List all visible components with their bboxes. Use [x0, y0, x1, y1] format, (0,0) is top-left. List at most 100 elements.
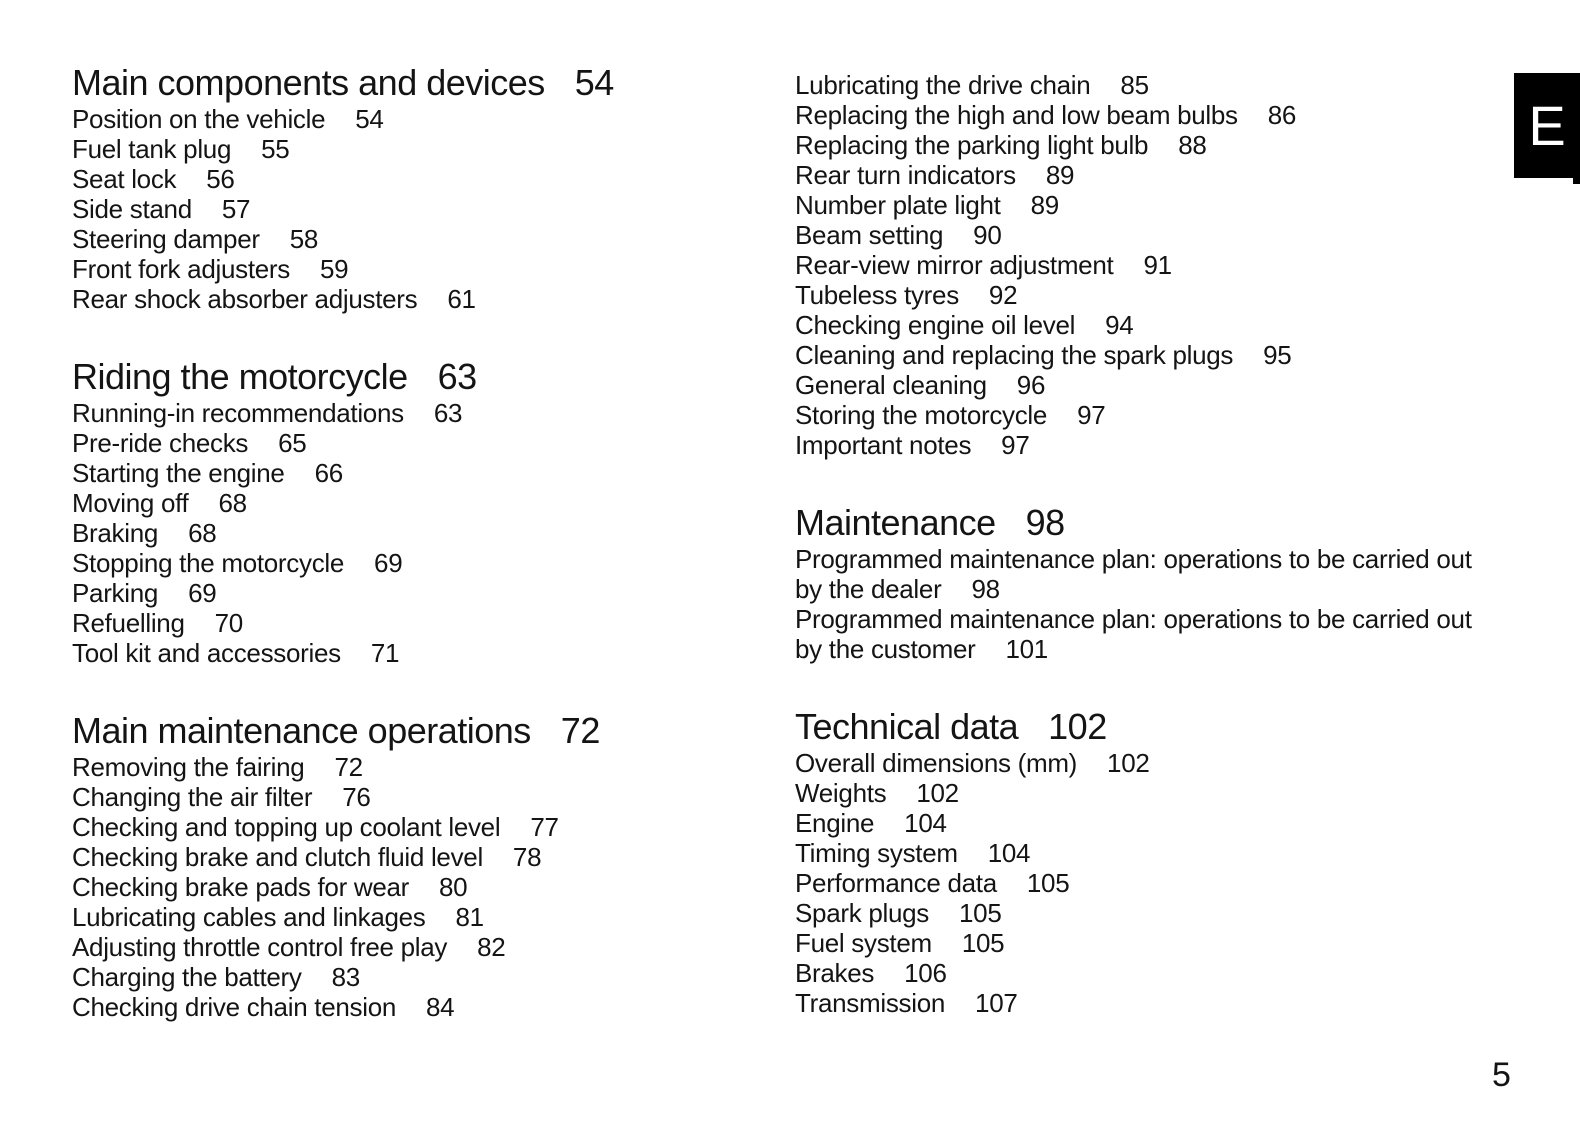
section-heading-label: Maintenance — [795, 502, 996, 543]
toc-entry: Overall dimensions (mm) 102 — [795, 748, 1515, 778]
toc-entry-page-number: 102 — [916, 778, 959, 808]
toc-entry-label: Checking drive chain tension — [72, 992, 397, 1022]
toc-entry: Storing the motorcycle 97 — [795, 400, 1515, 430]
toc-entry-label: Important notes — [795, 430, 972, 460]
toc-entry-label: Refuelling — [72, 608, 185, 638]
toc-entry-label: Side stand — [72, 194, 192, 224]
toc-entry: Fuel system 105 — [795, 928, 1515, 958]
toc-entry-label: Rear turn indicators — [795, 160, 1016, 190]
section-heading: Main components and devices 54 — [72, 62, 732, 104]
toc-entry-page-number: 77 — [530, 812, 559, 842]
toc-entry-label: by the dealer — [795, 574, 942, 604]
toc-entry-page-number: 56 — [206, 164, 235, 194]
toc-entry-label: Cleaning and replacing the spark plugs — [795, 340, 1234, 370]
toc-entry-page-number: 88 — [1178, 130, 1207, 160]
section-heading-page-number: 63 — [437, 356, 478, 397]
toc-entry: Side stand 57 — [72, 194, 732, 224]
toc-entry-page-number: 91 — [1143, 250, 1172, 280]
toc-entry: Replacing the high and low beam bulbs 86 — [795, 100, 1515, 130]
toc-entry: Tubeless tyres 92 — [795, 280, 1515, 310]
toc-entry-page-number: 101 — [1005, 634, 1048, 664]
toc-entry-label: Performance data — [795, 868, 997, 898]
toc-entry-page-number: 105 — [961, 928, 1005, 958]
toc-entry-page-number: 104 — [987, 838, 1031, 868]
toc-entry-page-number: 65 — [278, 428, 307, 458]
toc-entry-label: Spark plugs — [795, 898, 929, 928]
toc-entry: Stopping the motorcycle 69 — [72, 548, 732, 578]
toc-entry: Important notes 97 — [795, 430, 1515, 460]
toc-entry: Cleaning and replacing the spark plugs 95 — [795, 340, 1515, 370]
toc-entry-label: Rear shock absorber adjusters — [72, 284, 418, 314]
section-heading-label: Main maintenance operations — [72, 710, 531, 751]
toc-entry: Brakes 106 — [795, 958, 1515, 988]
toc-entry: Position on the vehicle 54 — [72, 104, 732, 134]
toc-entry-label: Beam setting — [795, 220, 944, 250]
toc-entry-label: Checking and topping up coolant level — [72, 812, 501, 842]
toc-entry-label: Changing the air filter — [72, 782, 313, 812]
toc-entry-page-number: 89 — [1030, 190, 1060, 220]
toc-entry-label: Tubeless tyres — [795, 280, 959, 310]
toc-entry-label: Programmed maintenance plan: operations … — [795, 544, 1472, 574]
toc-entry-page-number: 69 — [374, 548, 403, 578]
toc-entry: Tool kit and accessories 71 — [72, 638, 732, 668]
toc-entry: General cleaning 96 — [795, 370, 1515, 400]
section-heading: Main maintenance operations 72 — [72, 710, 732, 752]
section-heading-label: Riding the motorcycle — [72, 356, 408, 397]
toc-entry: Beam setting 90 — [795, 220, 1515, 250]
toc-entry-page-number: 61 — [447, 284, 476, 314]
section-heading: Technical data 102 — [795, 706, 1515, 748]
toc-entry-page-number: 71 — [370, 638, 400, 668]
toc-entry-label: Parking — [72, 578, 159, 608]
toc-entry-page-number: 82 — [477, 932, 506, 962]
toc-entry-label: Replacing the high and low beam bulbs — [795, 100, 1238, 130]
toc-entry-page-number: 97 — [1001, 430, 1030, 460]
section-heading-page-number: 98 — [1025, 502, 1066, 543]
toc-entry-page-number: 96 — [1016, 370, 1046, 400]
toc-entry: Checking drive chain tension 84 — [72, 992, 732, 1022]
toc-entry-page-number: 98 — [971, 574, 1000, 604]
toc-entry-page-number: 104 — [904, 808, 947, 838]
toc-entry: Replacing the parking light bulb 88 — [795, 130, 1515, 160]
toc-entry: Transmission 107 — [795, 988, 1515, 1018]
toc-entry-page-number: 63 — [433, 398, 463, 428]
toc-entry-page-number: 69 — [188, 578, 217, 608]
toc-entry-page-number: 58 — [289, 224, 319, 254]
toc-entry: Refuelling 70 — [72, 608, 732, 638]
toc-entry-page-number: 76 — [342, 782, 371, 812]
toc-entry-label: General cleaning — [795, 370, 987, 400]
section-tab-notch — [1573, 178, 1580, 184]
toc-entry-label: Starting the engine — [72, 458, 285, 488]
toc-entry: Lubricating cables and linkages 81 — [72, 902, 732, 932]
toc-entry: Timing system 104 — [795, 838, 1515, 868]
toc-entry-label: Rear-view mirror adjustment — [795, 250, 1114, 280]
toc-entry-label: Lubricating the drive chain — [795, 70, 1091, 100]
toc-entry-page-number: 80 — [439, 872, 468, 902]
toc-entry-label: Engine — [795, 808, 875, 838]
toc-section: Lubricating the drive chain 85 Replacing t… — [795, 70, 1515, 460]
toc-entry-label: Running-in recommendations — [72, 398, 404, 428]
toc-entry: by the customer 101 — [795, 634, 1515, 664]
toc-entry-page-number: 85 — [1120, 70, 1149, 100]
toc-entry-label: Pre-ride checks — [72, 428, 249, 458]
toc-entry: Parking 69 — [72, 578, 732, 608]
toc-column-right: Lubricating the drive chain 85 Replacing t… — [795, 0, 1515, 1018]
toc-entry: Programmed maintenance plan: operations … — [795, 604, 1515, 634]
toc-entry-page-number: 94 — [1105, 310, 1134, 340]
toc-entry: Charging the battery 83 — [72, 962, 732, 992]
toc-entry-page-number: 95 — [1263, 340, 1292, 370]
toc-entry-page-number: 54 — [355, 104, 384, 134]
toc-entry: by the dealer 98 — [795, 574, 1515, 604]
toc-entry: Removing the fairing 72 — [72, 752, 732, 782]
page-number: 5 — [1492, 1056, 1511, 1094]
toc-section: Maintenance 98 Programmed maintenance plan… — [795, 502, 1515, 664]
toc-entry-label: Transmission — [795, 988, 946, 1018]
toc-entry: Checking engine oil level 94 — [795, 310, 1515, 340]
toc-entry: Rear turn indicators 89 — [795, 160, 1515, 190]
toc-section: Technical data 102 Overall dimensions (mm)… — [795, 706, 1515, 1018]
toc-entry-page-number: 55 — [261, 134, 290, 164]
toc-entry-label: Seat lock — [72, 164, 177, 194]
toc-entry-label: Position on the vehicle — [72, 104, 326, 134]
toc-entry: Changing the air filter 76 — [72, 782, 732, 812]
toc-entry-page-number: 89 — [1045, 160, 1075, 190]
toc-entry-label: Braking — [72, 518, 159, 548]
